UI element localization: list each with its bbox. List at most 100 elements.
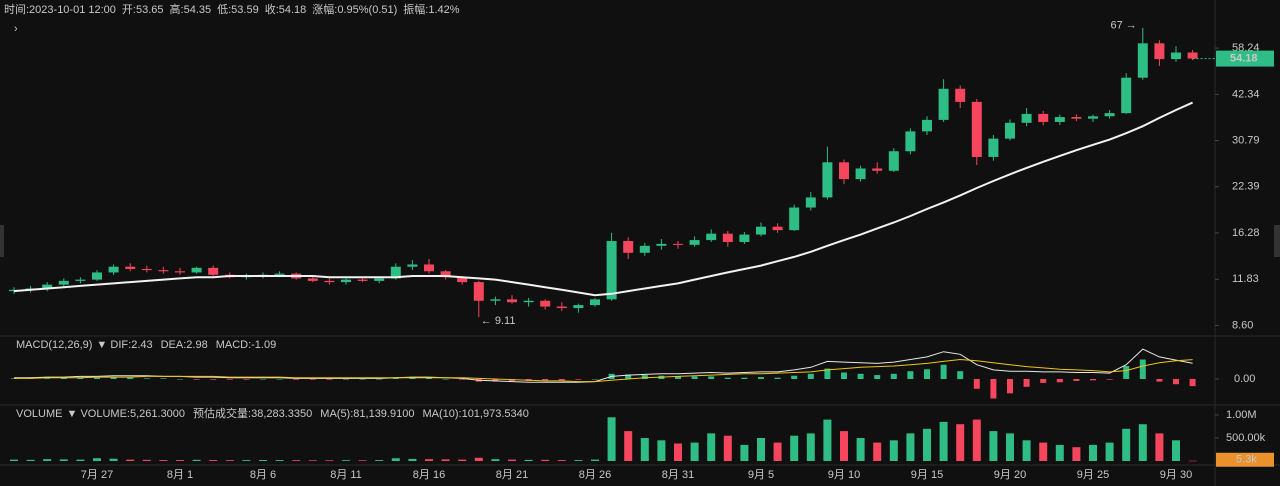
y-tick-label: 16.28	[1232, 227, 1260, 239]
volume-bar	[856, 437, 865, 461]
dropdown-caret: ▼	[66, 408, 77, 420]
candle-body	[274, 273, 285, 275]
macd-bar	[326, 379, 333, 380]
candle-body	[390, 266, 401, 279]
x-tick-label: 9月 20	[994, 469, 1026, 481]
macd-bar	[426, 377, 432, 379]
macd-bar	[924, 369, 930, 379]
candle-body	[108, 266, 119, 273]
volume-tag	[1216, 452, 1274, 467]
candle-body	[706, 233, 717, 241]
volume-bar	[225, 460, 234, 461]
macd-bar	[1056, 379, 1063, 383]
macd-bar	[940, 364, 947, 379]
volume-bar	[242, 460, 251, 461]
volume-bar	[1072, 447, 1081, 461]
header-text: 54.18	[279, 4, 307, 16]
candle-body	[988, 138, 999, 157]
x-tick-label: 8月 1	[167, 469, 193, 481]
macd-bar	[359, 379, 366, 380]
volume-bar	[690, 442, 699, 461]
macd-bar	[260, 379, 266, 380]
volume-bar	[889, 440, 898, 461]
expand-toggle[interactable]: ›	[14, 23, 18, 35]
volume-bar	[574, 460, 583, 461]
volume-bar	[408, 458, 417, 461]
macd-bar	[60, 377, 67, 379]
candle-body	[490, 299, 501, 301]
volume-bar	[1039, 442, 1048, 461]
macd-bar	[210, 379, 217, 380]
macd-bar	[990, 379, 997, 399]
volume-bar	[757, 437, 765, 461]
x-tick-label: 8月 26	[579, 469, 611, 481]
macd-bar	[376, 379, 383, 380]
macd-bar	[824, 368, 831, 379]
candle-body	[673, 243, 683, 245]
volume-tag-label: 5.3k	[1236, 454, 1257, 466]
candle-body	[424, 264, 434, 272]
right-tab[interactable]	[1274, 225, 1280, 257]
volume-bar	[790, 435, 799, 461]
candle-body	[58, 280, 69, 285]
volume-bar	[508, 459, 516, 461]
dif-line	[14, 348, 1193, 383]
y-tick-label: 500.00k	[1226, 432, 1266, 444]
candle-body	[938, 88, 949, 120]
volume-bar	[109, 458, 118, 461]
macd-bar	[143, 378, 150, 379]
volume-bar	[989, 431, 998, 461]
volume-bar	[1188, 460, 1197, 462]
x-tick-label: 8月 31	[662, 469, 694, 481]
volume-bar	[923, 428, 931, 461]
macd-bar	[691, 376, 698, 379]
header-text: 53.65	[136, 4, 164, 16]
candle-body	[905, 131, 916, 152]
header-text: 53.59	[231, 4, 259, 16]
y-tick-label: 42.34	[1232, 88, 1260, 100]
candle-body	[407, 264, 418, 267]
volume-bar	[59, 459, 68, 461]
volume-bar	[823, 419, 832, 461]
candle-body	[1038, 113, 1049, 122]
volume-bar	[209, 460, 218, 461]
volume-bar	[176, 460, 184, 461]
candle-body	[556, 306, 567, 309]
volume-bar	[972, 419, 981, 461]
candle-body	[971, 101, 982, 157]
left-tab[interactable]	[0, 225, 4, 257]
macd-bar	[625, 374, 632, 379]
candle-body	[1104, 113, 1115, 117]
volume-bar	[391, 458, 400, 461]
macd-bar	[724, 377, 731, 379]
volume-bar	[773, 442, 782, 461]
last-price-label: 54.18	[1230, 53, 1258, 65]
macd-bar	[160, 378, 167, 379]
macd-bar	[1007, 379, 1013, 394]
candle-body	[75, 279, 86, 281]
macd-bar	[708, 376, 715, 379]
volume-bar	[43, 459, 52, 461]
volume-bar	[1155, 433, 1164, 461]
y-tick-label: 11.83	[1232, 273, 1259, 285]
macd-bar	[1023, 379, 1030, 387]
candle-body	[1088, 116, 1098, 119]
macd-bar	[857, 373, 864, 379]
macd-bar	[1123, 366, 1130, 379]
volume-bar	[308, 460, 317, 461]
macd-bar	[890, 373, 897, 379]
volume-bar	[607, 417, 616, 461]
volume-bar	[640, 437, 649, 461]
macd-bar	[1040, 379, 1047, 383]
candle-body	[457, 277, 468, 283]
y-tick-label: 0.00	[1234, 373, 1255, 385]
volume-bar	[939, 421, 948, 461]
candle-body	[1121, 77, 1132, 114]
header-text: MACD:-1.09	[216, 339, 277, 351]
volume-bar	[358, 460, 367, 461]
x-tick-label: 8月 16	[413, 469, 445, 481]
volume-bar	[474, 457, 483, 461]
volume-bar	[26, 459, 35, 461]
candle-body	[1054, 117, 1065, 122]
